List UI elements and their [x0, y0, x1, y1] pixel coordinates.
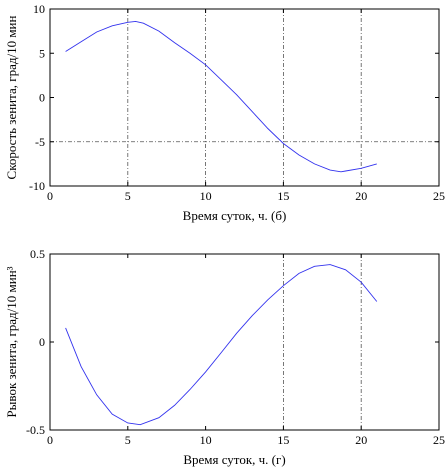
- x-tick-label: 25: [433, 433, 445, 447]
- x-tick-label: 0: [47, 433, 53, 447]
- y-tick-label: 0: [39, 91, 45, 105]
- x-tick-label: 0: [47, 189, 53, 203]
- x-tick-label: 5: [125, 433, 131, 447]
- x-tick-label: 5: [125, 189, 131, 203]
- x-tick-label: 20: [355, 189, 367, 203]
- y-axis-label: Рывок зенита, град/10 мин³: [4, 266, 19, 417]
- x-axis-label: Время суток, ч. (г): [183, 452, 285, 467]
- series-line: [65, 20, 377, 173]
- y-tick-label: 0.5: [30, 247, 45, 261]
- y-tick-label: -0.5: [26, 423, 45, 437]
- x-tick-label: 15: [277, 433, 289, 447]
- plot-frame: [49, 8, 440, 187]
- y-tick-label: 10: [33, 2, 45, 16]
- x-tick-label: 15: [277, 189, 289, 203]
- plot-frame: [49, 253, 440, 431]
- x-tick-label: 25: [433, 189, 445, 203]
- y-tick-label: 0: [39, 335, 45, 349]
- y-tick-label: -5: [35, 135, 45, 149]
- x-axis-label: Время суток, ч. (б): [183, 208, 287, 223]
- x-tick-label: 20: [355, 433, 367, 447]
- y-tick-label: -10: [29, 179, 45, 193]
- y-tick-label: 5: [39, 46, 45, 60]
- x-tick-label: 10: [200, 189, 212, 203]
- y-axis-label: Скорость зенита, град/10 мин: [4, 15, 19, 179]
- x-tick-label: 10: [200, 433, 212, 447]
- series-line: [65, 264, 378, 426]
